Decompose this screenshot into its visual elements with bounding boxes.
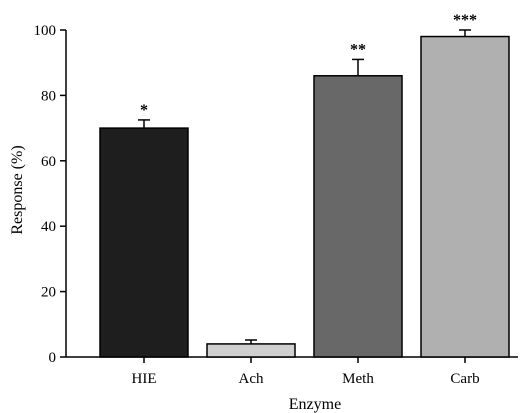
significance-label-hie: * <box>140 102 148 119</box>
significance-annotations: ****** <box>140 12 477 119</box>
y-tick-label: 80 <box>41 88 56 104</box>
bar-carb <box>420 35 510 358</box>
error-bars <box>138 29 471 344</box>
y-axis-label: Response (%) <box>9 145 26 234</box>
y-axis: 0 20 40 60 80 100 <box>34 23 67 366</box>
y-tick-label: 100 <box>34 23 57 39</box>
y-tick-label: 40 <box>41 219 56 235</box>
significance-label-carb: *** <box>453 12 477 29</box>
y-tick-label: 60 <box>41 154 56 170</box>
x-tick-label: Ach <box>239 371 264 387</box>
y-tick-label: 20 <box>41 285 56 301</box>
x-tick-label: HIE <box>132 371 157 387</box>
bars <box>99 35 510 358</box>
significance-label-meth: ** <box>350 41 366 58</box>
bar-hie <box>99 127 189 358</box>
y-tick-label: 0 <box>49 350 57 366</box>
x-axis: HIE Ach Meth Carb <box>66 356 518 387</box>
x-axis-label: Enzyme <box>289 396 341 413</box>
x-tick-label: Meth <box>342 371 374 387</box>
bar-meth <box>313 75 403 358</box>
bar-ach <box>206 343 296 358</box>
x-tick-label: Carb <box>450 371 479 387</box>
